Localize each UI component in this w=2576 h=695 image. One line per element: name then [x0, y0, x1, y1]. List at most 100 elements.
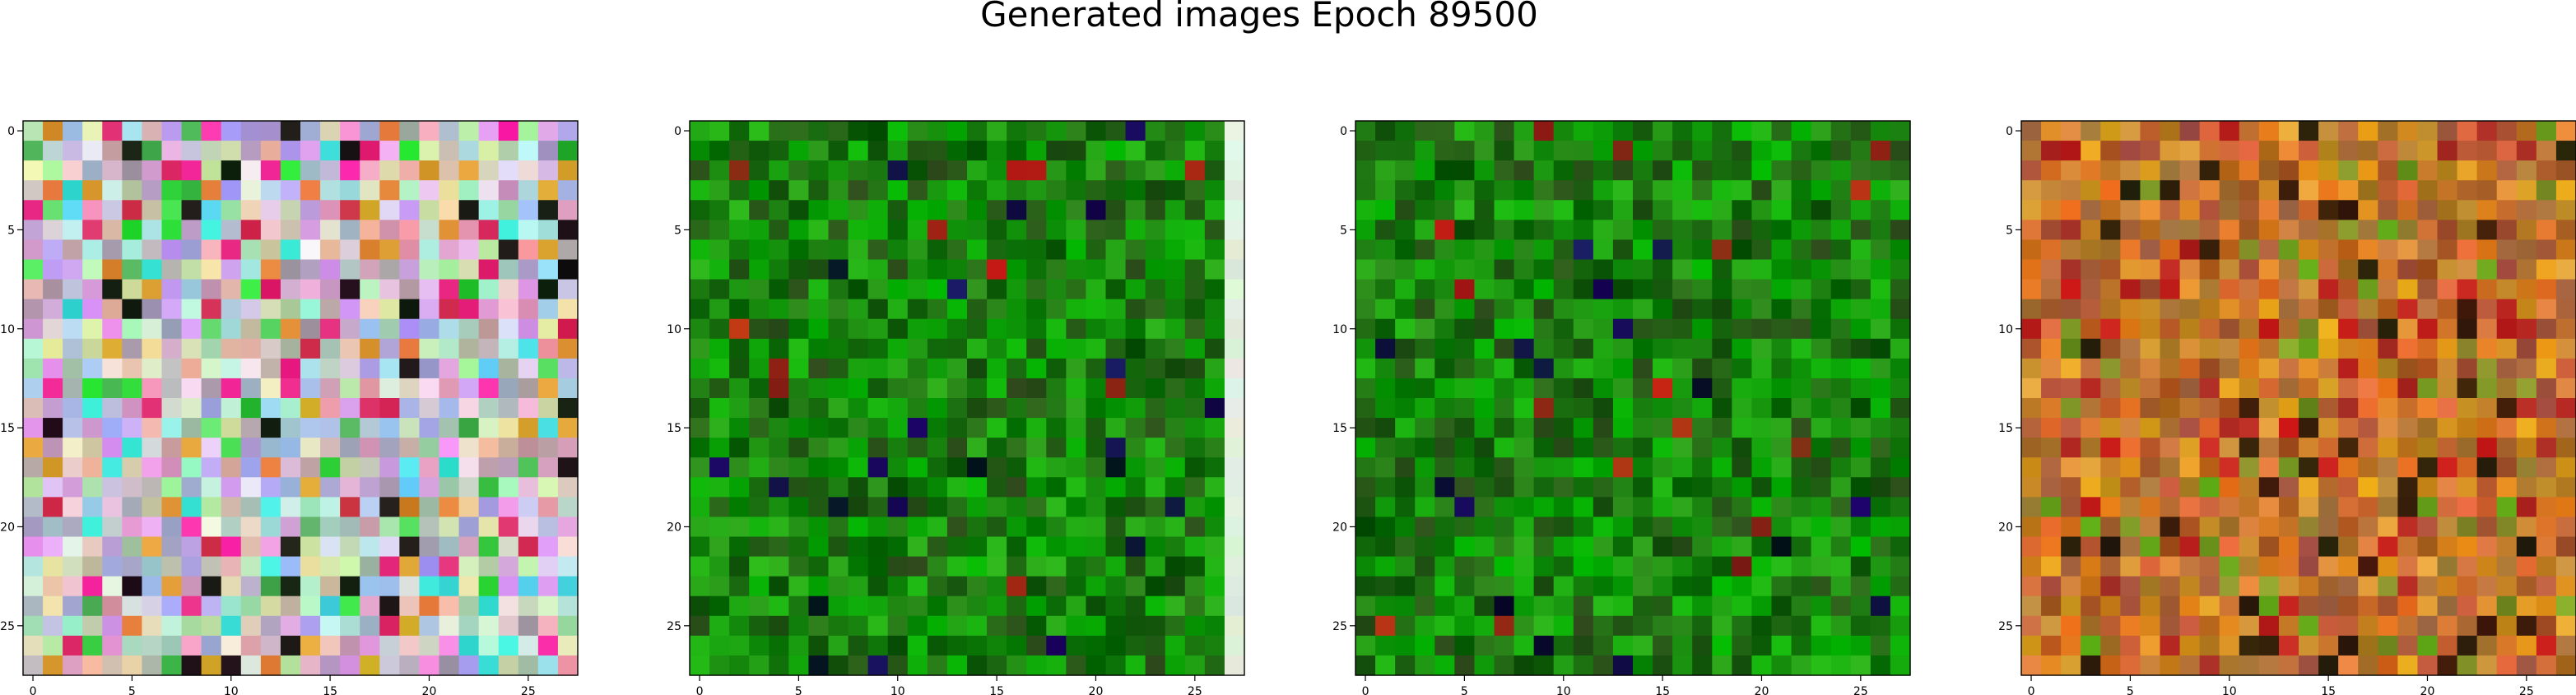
pixel [498, 418, 519, 438]
pixel [1415, 358, 1435, 379]
pixel [848, 517, 869, 538]
pixel [808, 180, 830, 201]
pixel [1105, 180, 1127, 201]
pixel [1732, 200, 1753, 220]
pixel [887, 457, 909, 478]
pixel [1165, 259, 1186, 280]
pixel [1732, 378, 1753, 399]
pixel [1732, 655, 1753, 676]
pixel [749, 398, 770, 419]
pixel [2061, 438, 2081, 458]
pixel [2140, 438, 2161, 458]
pixel [1026, 477, 1047, 498]
pixel [709, 239, 730, 261]
pixel [399, 338, 421, 359]
pixel [2457, 517, 2478, 538]
pixel [2081, 239, 2101, 261]
pixel [102, 615, 123, 637]
pixel [1890, 477, 1911, 498]
pixel [1454, 160, 1476, 181]
pixel [1007, 655, 1027, 676]
pixel [557, 378, 579, 399]
pixel [221, 338, 242, 359]
pixel [1474, 299, 1495, 320]
pixel [867, 398, 889, 419]
pixel [1105, 338, 1127, 359]
pixel [1395, 497, 1416, 518]
pixel [2476, 576, 2498, 597]
pixel [987, 239, 1007, 261]
pixel [1086, 398, 1107, 419]
pixel [788, 655, 810, 676]
pixel [1415, 615, 1435, 637]
pixel [1850, 259, 1872, 280]
pixel [2555, 358, 2576, 379]
pixel [808, 576, 830, 597]
pixel [1751, 378, 1773, 399]
pixel [419, 477, 440, 498]
pixel [1811, 655, 1832, 676]
pixel [2516, 635, 2537, 656]
pixel [1224, 398, 1245, 419]
pixel [1514, 398, 1535, 419]
pixel [2338, 438, 2359, 458]
pixel [1086, 358, 1107, 379]
pixel [1672, 378, 1693, 399]
pixel [1751, 635, 1773, 656]
pixel [1494, 180, 1515, 201]
pixel [2318, 418, 2339, 438]
pixel [1395, 378, 1416, 399]
pixel [142, 635, 163, 656]
pixel [518, 457, 539, 478]
pixel [518, 160, 539, 181]
pixel [1204, 576, 1225, 597]
pixel [1026, 200, 1047, 220]
pixel [2041, 398, 2062, 419]
pixel [1514, 536, 1535, 558]
pixel [1125, 259, 1146, 280]
pixel [1890, 160, 1911, 181]
pixel [709, 200, 730, 220]
pixel [2516, 299, 2537, 320]
pixel [2081, 338, 2101, 359]
pixel [2160, 595, 2181, 617]
pixel [63, 438, 83, 458]
pixel [1395, 358, 1416, 379]
pixel [1672, 418, 1693, 438]
pixel [1395, 338, 1416, 359]
pixel [201, 200, 222, 220]
pixel [2358, 318, 2378, 340]
pixel [1395, 418, 1416, 438]
pixel [1454, 299, 1476, 320]
pixel [788, 299, 810, 320]
pixel [2278, 141, 2299, 161]
pixel [808, 595, 830, 617]
pixel [63, 299, 83, 320]
pixel [946, 536, 968, 558]
pixel [240, 477, 262, 498]
pixel [1434, 220, 1455, 241]
pixel [518, 477, 539, 498]
pixel [1870, 477, 1891, 498]
pixel [967, 180, 988, 201]
pixel [1494, 556, 1515, 577]
pixel [2536, 635, 2557, 656]
pixel [2299, 477, 2319, 498]
pixel [2417, 220, 2439, 241]
pixel [300, 497, 321, 518]
pixel [1771, 477, 1793, 498]
pixel [1125, 239, 1146, 261]
pixel [43, 318, 63, 340]
pixel [122, 180, 143, 201]
pixel [1692, 121, 1713, 141]
pixel [2160, 517, 2181, 538]
pixel [399, 299, 421, 320]
pixel [1434, 418, 1455, 438]
pixel [2378, 438, 2398, 458]
pixel [181, 121, 202, 141]
pixel [1514, 517, 1535, 538]
pixel [1633, 180, 1653, 201]
pixel [1375, 141, 1396, 161]
pixel [2496, 615, 2518, 637]
